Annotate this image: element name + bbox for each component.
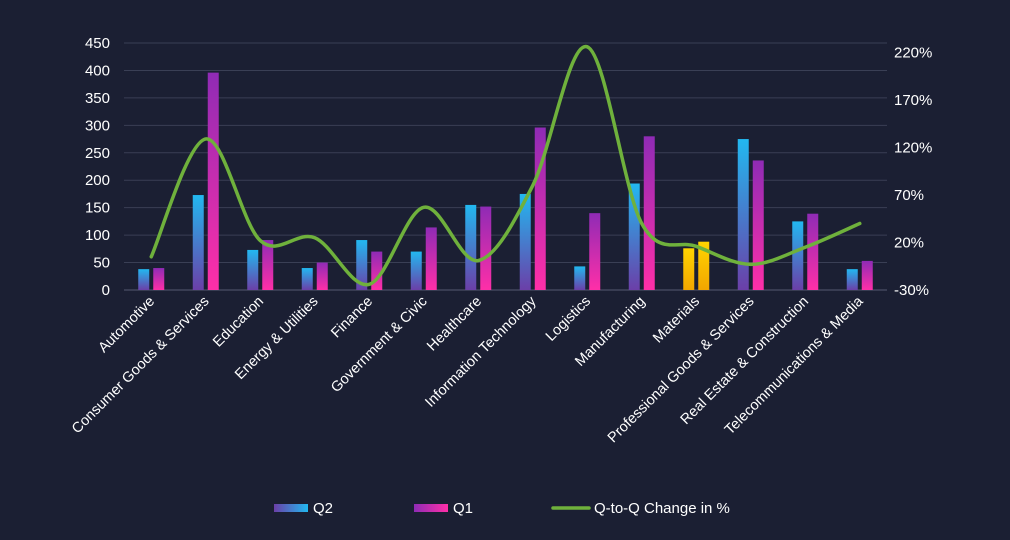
legend: Q2 Q1 Q-to-Q Change in %: [274, 500, 730, 517]
category-label: Materials: [650, 294, 703, 347]
bar-q1: [589, 213, 601, 290]
legend-swatch-q2: [274, 504, 308, 512]
y-left-tick-label: 250: [85, 145, 110, 162]
bar-q2: [737, 139, 749, 290]
bar-q2: [574, 266, 586, 290]
category-label: Finance: [328, 294, 376, 342]
bar-q2: [792, 221, 804, 290]
right-axis: -30% 20% 70% 120% 170% 220%: [894, 45, 932, 300]
legend-swatch-q1: [414, 504, 448, 512]
y-left-tick-label: 350: [85, 90, 110, 107]
bar-q2: [247, 249, 259, 290]
legend-label-q1: Q1: [453, 500, 473, 517]
bar-q1: [861, 260, 873, 290]
gridlines: [124, 42, 887, 291]
y-right-tick-label: 70%: [894, 187, 924, 204]
bar-q1: [425, 227, 437, 290]
y-left-tick-label: 300: [85, 117, 110, 134]
bar-q2: [628, 183, 640, 290]
bar-q2: [138, 269, 150, 290]
bar-q2: [356, 240, 368, 290]
category-label: Information Technology: [422, 293, 540, 411]
y-left-tick-label: 100: [85, 227, 110, 244]
bar-q2: [301, 268, 313, 290]
y-left-tick-label: 450: [85, 35, 110, 52]
y-right-tick-label: 170%: [894, 92, 932, 109]
bar-q2: [410, 251, 422, 290]
bar-q2: [465, 204, 477, 290]
bar-q1: [262, 240, 274, 290]
bar-q2: [192, 195, 204, 290]
bar-q1: [752, 160, 764, 290]
bar-q1: [698, 241, 710, 290]
bar-q2: [683, 248, 695, 290]
legend-item-q2[interactable]: Q2: [274, 500, 333, 517]
legend-item-change[interactable]: Q-to-Q Change in %: [551, 500, 730, 517]
bars: [138, 72, 873, 290]
left-axis: 0 50 100 150 200 250 300 350 400 450: [85, 35, 110, 299]
bar-q1: [807, 213, 819, 290]
y-left-tick-label: 150: [85, 200, 110, 217]
y-left-tick-label: 50: [93, 255, 110, 272]
y-right-tick-label: -30%: [894, 282, 929, 299]
change-line: [149, 45, 862, 287]
bar-q2: [519, 193, 531, 290]
bar-q1: [643, 136, 655, 290]
category-label: Education: [210, 294, 267, 351]
bar-q1: [316, 262, 328, 290]
y-left-tick-label: 400: [85, 62, 110, 79]
legend-label-change: Q-to-Q Change in %: [594, 500, 730, 517]
y-right-tick-label: 220%: [894, 45, 932, 62]
y-left-tick-label: 200: [85, 172, 110, 189]
bar-q2: [846, 269, 858, 290]
bar-q1: [480, 206, 492, 290]
category-label: Logistics: [543, 294, 594, 345]
bar-q1: [153, 268, 165, 290]
y-right-tick-label: 20%: [894, 235, 924, 252]
bar-q1: [371, 251, 383, 290]
legend-item-q1[interactable]: Q1: [414, 500, 473, 517]
bar-q1: [534, 127, 546, 290]
legend-label-q2: Q2: [313, 500, 333, 517]
y-right-tick-label: 120%: [894, 140, 932, 157]
y-left-tick-label: 0: [102, 282, 110, 299]
bar-q1: [207, 72, 219, 290]
category-label: Government & Civic: [328, 294, 430, 396]
